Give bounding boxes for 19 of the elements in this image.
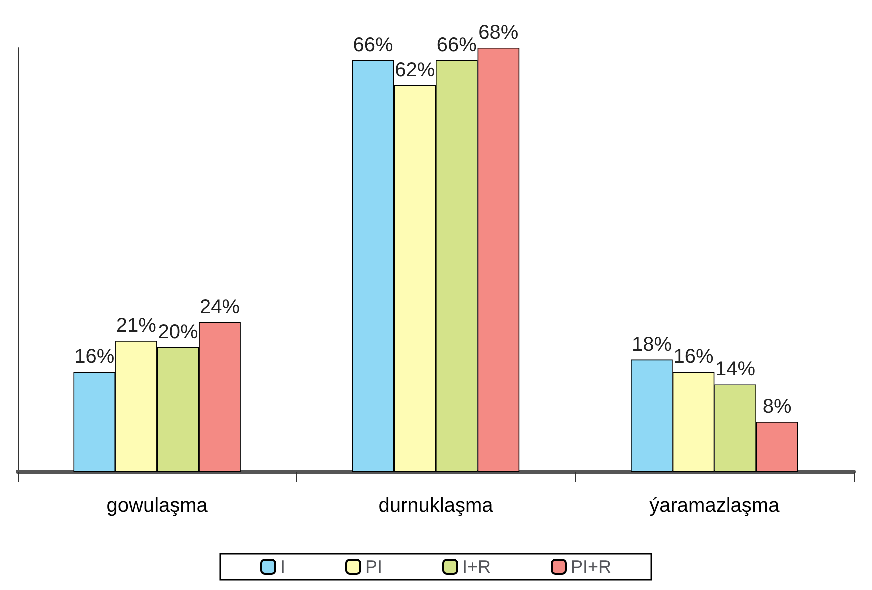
data-label: 14%: [716, 358, 756, 381]
data-label: 18%: [632, 334, 672, 356]
data-label: 8%: [762, 396, 792, 418]
data-label: 66%: [353, 34, 394, 56]
legend-label: PI+R: [571, 557, 612, 577]
data-label: 20%: [158, 321, 198, 344]
data-label: 62%: [395, 59, 436, 82]
data-label: 24%: [200, 296, 240, 318]
legend-label: I: [280, 557, 286, 577]
legend-label: PI: [365, 557, 382, 577]
data-label: 66%: [436, 34, 478, 56]
x-tick-label: durnuklaşma: [378, 495, 494, 517]
data-label: 21%: [116, 315, 157, 338]
data-label: 16%: [74, 346, 115, 368]
data-label: 16%: [674, 346, 714, 368]
x-tick-label: gowulaşma: [106, 495, 209, 517]
data-label: 68%: [478, 22, 519, 44]
x-tick-label: ýaramazlaşma: [650, 495, 781, 517]
legend-label: I+R: [462, 557, 492, 577]
